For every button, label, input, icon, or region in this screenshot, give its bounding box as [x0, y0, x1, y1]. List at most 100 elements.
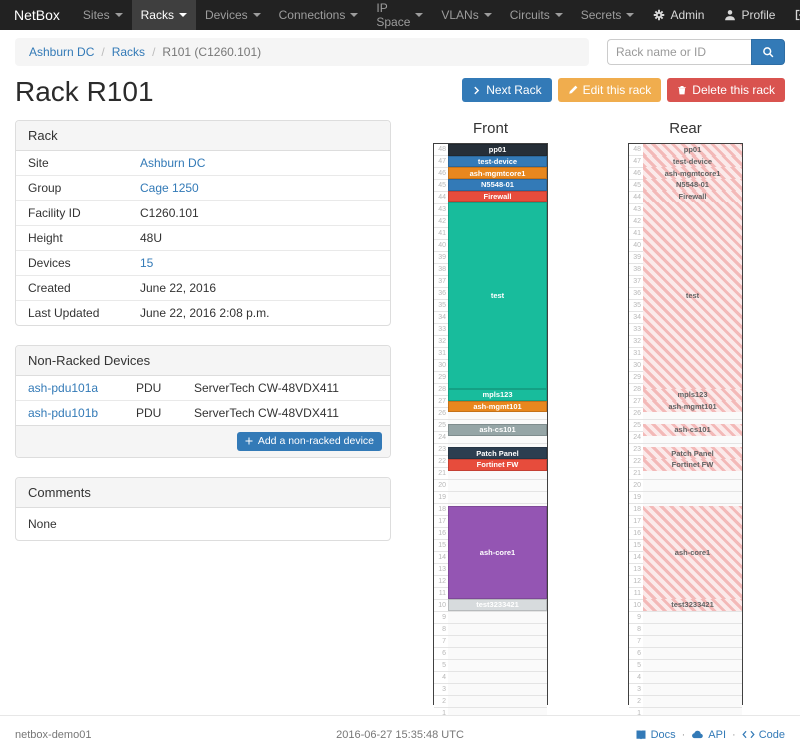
rack-unit-2: 2: [434, 696, 547, 708]
breadcrumb-link-racks[interactable]: Racks: [111, 45, 146, 59]
unit-number: 31: [629, 348, 643, 359]
attr-value-link[interactable]: Ashburn DC: [140, 156, 206, 170]
rack-rear: 48 47 46 45 44 43 42 41 40 39 38 37 36 35 34 33 32 31 30 29…: [628, 143, 743, 720]
unit-number: 28: [629, 384, 643, 395]
unit-number: 17: [629, 516, 643, 527]
search-button[interactable]: [751, 39, 785, 65]
nav-item-secrets[interactable]: Secrets: [572, 0, 644, 30]
rack-device-n5548-01[interactable]: N5548-01: [448, 179, 547, 191]
footer-link-docs[interactable]: Docs: [635, 729, 676, 741]
attr-value-link[interactable]: Cage 1250: [140, 181, 199, 195]
nav-item-vlans[interactable]: VLANs: [432, 0, 500, 30]
unit-number: 17: [434, 516, 448, 527]
rack-device-test3233421[interactable]: test3233421: [448, 599, 547, 611]
rack-detail-column: Rack Site Ashburn DC Group Cage 1250 Facilit…: [15, 120, 391, 560]
page-head: Next Rack Edit this rack Delete this rac…: [15, 76, 785, 108]
nav-item-devices[interactable]: Devices: [196, 0, 270, 30]
footer-timestamp: 2016-06-27 15:35:48 UTC: [336, 728, 464, 741]
rack-unit-6: 6: [629, 648, 742, 660]
rack-device-pp01-rear[interactable]: pp01: [643, 144, 742, 156]
nav-item-connections[interactable]: Connections: [270, 0, 368, 30]
rack-device-pp01[interactable]: pp01: [448, 144, 547, 156]
attr-label: Group: [16, 175, 128, 201]
attr-label: Height: [16, 225, 128, 251]
edit-rack-button[interactable]: Edit this rack: [557, 78, 662, 103]
unit-number: 37: [434, 276, 448, 287]
unit-number: 22: [629, 456, 643, 467]
next-rack-button[interactable]: Next Rack: [462, 78, 552, 103]
attr-value-link[interactable]: 15: [140, 256, 154, 270]
rack-device-patch-panel[interactable]: Patch Panel: [448, 447, 547, 459]
rack-device-mpls123[interactable]: mpls123: [448, 389, 547, 401]
search-input[interactable]: [607, 39, 751, 65]
rack-attr-row-facility-id: Facility ID C1260.101: [16, 200, 390, 226]
unit-number: 29: [629, 372, 643, 383]
rack-unit-9: 9: [629, 612, 742, 624]
rack-unit-26: 26: [629, 408, 742, 420]
app-brand[interactable]: NetBox: [14, 7, 60, 23]
unit-number: 40: [434, 240, 448, 251]
device-link-ash-pdu101b[interactable]: ash-pdu101b: [28, 406, 99, 420]
rack-device-ash-cs101-rear[interactable]: ash-cs101: [643, 424, 742, 436]
rack-device-ash-cs101[interactable]: ash-cs101: [448, 424, 547, 436]
rack-device-fortinet-fw-rear[interactable]: Fortinet FW: [643, 459, 742, 471]
nav-item-label: Devices: [204, 8, 248, 22]
rack-front: 48 47 46 45 44 43 42 41 40 39 38 37 36 35 34 33 32 31 30 29…: [433, 143, 548, 720]
rack-device-ash-mgmt101[interactable]: ash-mgmt101: [448, 400, 547, 413]
rack-device-ash-core1[interactable]: ash-core1: [448, 505, 547, 599]
rack-device-test-device-rear[interactable]: test-device: [643, 155, 742, 168]
rack-unit-5: 5: [629, 660, 742, 672]
unit-number: 4: [434, 672, 448, 683]
nav-item-racks[interactable]: Racks: [131, 0, 196, 30]
rack-device-test-rear[interactable]: test: [643, 202, 742, 389]
rack-device-test3233421-rear[interactable]: test3233421: [643, 599, 742, 611]
attr-value: Cage 1250: [128, 175, 390, 201]
unit-number: 37: [629, 276, 643, 287]
unit-number: 18: [629, 504, 643, 515]
rack-device-test-device[interactable]: test-device: [448, 155, 547, 168]
unit-number: 29: [434, 372, 448, 383]
chevron-down-icon: [415, 13, 424, 17]
footer-link-code[interactable]: Code: [742, 728, 785, 741]
nav-item-sites[interactable]: Sites: [74, 0, 132, 30]
comments-panel: Comments None: [15, 476, 391, 541]
log-out-link[interactable]: Log out: [785, 0, 800, 30]
footer-link-separator: ·: [732, 728, 736, 741]
add-non-racked-device-label: Add a non-racked device: [257, 435, 374, 447]
footer-link-label: Code: [758, 728, 785, 741]
rack-unit-4: 4: [629, 672, 742, 684]
unit-number: 32: [434, 336, 448, 347]
rack-device-ash-mgmt101-rear[interactable]: ash-mgmt101: [643, 400, 742, 413]
device-link-ash-pdu101a[interactable]: ash-pdu101a: [28, 381, 99, 395]
nav-item-ip-space[interactable]: IP Space: [367, 0, 432, 30]
rack-device-ash-mgmtcore1[interactable]: ash-mgmtcore1: [448, 167, 547, 179]
delete-rack-button[interactable]: Delete this rack: [667, 78, 785, 103]
chevron-down-icon: [114, 13, 123, 17]
rack-device-n5548-01-rear[interactable]: N5548-01: [643, 179, 742, 191]
rack-unit-3: 3: [434, 684, 547, 696]
rack-device-ash-mgmtcore1-rear[interactable]: ash-mgmtcore1: [643, 167, 742, 179]
rack-device-test[interactable]: test: [448, 202, 547, 389]
footer-link-label: Docs: [650, 728, 676, 741]
chevron-right-icon: [472, 86, 481, 95]
attr-value: C1260.101: [128, 200, 390, 226]
rack-device-patch-panel-rear[interactable]: Patch Panel: [643, 447, 742, 459]
chevron-down-icon: [483, 13, 492, 17]
rack-device-ash-core1-rear[interactable]: ash-core1: [643, 505, 742, 599]
breadcrumb-link-ashburn-dc[interactable]: Ashburn DC: [29, 45, 95, 59]
rack-device-mpls123-rear[interactable]: mpls123: [643, 389, 742, 401]
unit-number: 10: [629, 600, 643, 611]
rack-device-firewall[interactable]: Firewall: [448, 190, 547, 203]
add-non-racked-device-button[interactable]: Add a non-racked device: [236, 432, 382, 451]
nav-util-label: Admin: [670, 8, 705, 22]
nav-item-circuits[interactable]: Circuits: [501, 0, 572, 30]
footer-link-api[interactable]: API: [691, 728, 726, 741]
admin-link[interactable]: Admin: [643, 0, 714, 30]
unit-space: [448, 684, 547, 695]
rack-device-firewall-rear[interactable]: Firewall: [643, 190, 742, 203]
profile-link[interactable]: Profile: [714, 0, 785, 30]
rack-device-fortinet-fw[interactable]: Fortinet FW: [448, 459, 547, 471]
unit-number: 35: [434, 300, 448, 311]
breadcrumb: Ashburn DC / Racks / R101 (C1260.101): [15, 38, 589, 66]
unit-number: 42: [434, 216, 448, 227]
